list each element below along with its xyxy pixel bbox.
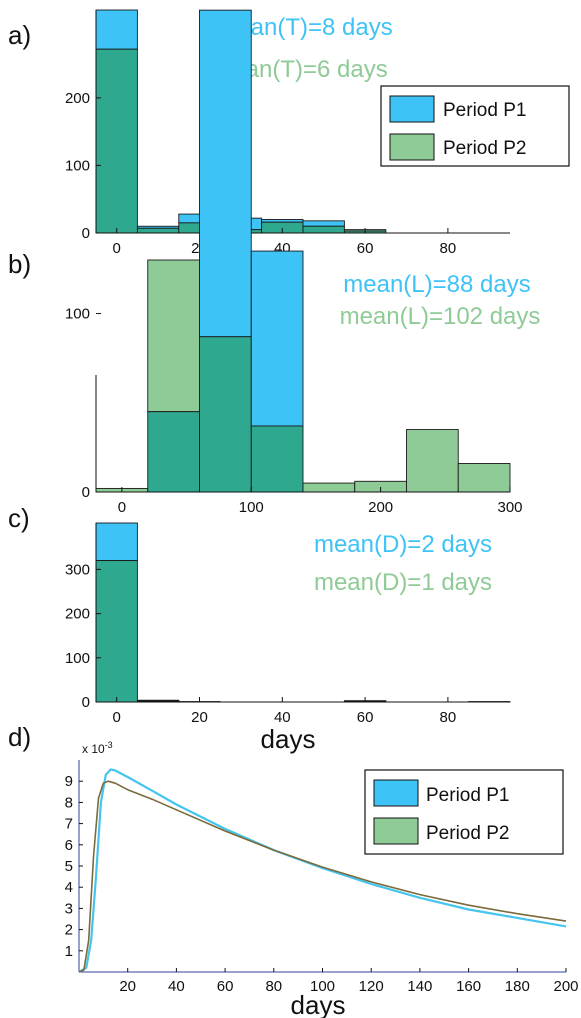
panel-c-bar-overlap-0 [95,560,138,703]
panel-a-xtick-label-4: 80 [440,240,457,257]
panel-b-xtick-label-3: 300 [497,499,522,516]
panel-d-legend: Period P1 Period P2 [364,769,564,855]
panel-d-xtick-label-2: 60 [217,978,234,995]
panel-b-letter: b) [8,249,31,279]
panel-c-letter: c) [8,503,30,533]
panel-d-scale-label: x 10-3 [82,740,113,756]
panel-d-xtick-label-0: 20 [119,978,136,995]
panel-b-mean-p2: mean(L)=102 days [340,303,541,330]
panel-b-bar-overlap-1 [147,411,200,493]
panel-b-bar-p2-1 [147,259,200,413]
panel-d-legend-p2: Period P2 [426,823,509,844]
panel-d-xtick-label-9: 200 [553,978,578,995]
panel-b-ytick-label-0: 0 [82,484,90,501]
panel-d-ytick-label-4: 5 [65,858,73,875]
panel-a-legend-swatch-p1 [389,95,435,123]
panel-a-ytick-label-2: 200 [65,90,90,107]
panel-a-ytick-label-1: 100 [65,157,90,174]
panel-d-xlabel: days [291,990,346,1018]
panel-a-xtick-label-3: 60 [357,240,374,257]
panel-c-xtick-label-0: 0 [113,709,121,726]
panel-c-ytick-label-3: 300 [65,561,90,578]
panel-d: d) 20 40 60 80 100 120 140 160 180 200 1 2 3 4 5 6 7 8 9 x… [8,722,579,1018]
panel-b-bars [95,9,511,493]
panel-b-xtick-label-0: 0 [118,499,126,516]
panel-d-letter: d) [8,722,31,752]
panel-d-legend-swatch-p1 [373,779,419,807]
panel-d-line-p1 [78,768,567,973]
panel-c-xtick-label-2: 40 [274,709,291,726]
panel-d-ytick-label-3: 4 [65,879,73,896]
panel-a-legend: Period P1 Period P2 [380,85,570,167]
panel-d-xtick-label-7: 160 [456,978,481,995]
panel-b-bar-p2-6 [406,429,459,493]
panel-c: c) 0 20 40 60 80 0 100 200 300 mean(D)=2 days me… [8,503,511,754]
panel-d-xtick-label-1: 40 [168,978,185,995]
panel-b-bar-p1-2 [199,9,252,338]
panel-d-ytick-label-0: 1 [65,943,73,960]
panel-d-ytick-label-2: 3 [65,900,73,917]
panel-c-bar-p1-0 [95,522,138,562]
panel-c-axes: 0 20 40 60 80 0 100 200 300 [65,523,510,726]
panel-b-ytick-label-1: 100 [65,306,90,323]
panel-c-mean-p1: mean(D)=2 days [314,531,492,558]
panel-a-bar-overlap-1 [136,227,180,234]
panel-a-legend-p1: Period P1 [443,100,526,121]
panel-d-ytick-label-8: 9 [65,773,73,790]
panel-d-legend-p1: Period P1 [426,785,509,806]
panel-d-xtick-label-5: 120 [359,978,384,995]
panel-b-bar-overlap-2 [199,336,252,493]
panel-d-xtick-label-8: 180 [505,978,530,995]
panel-c-mean-p2: mean(D)=1 days [314,569,492,596]
panel-d-legend-swatch-p2 [373,817,419,845]
panel-a-legend-swatch-p2 [389,133,435,161]
panel-b: b) 0 100 200 300 0 100 mean(L)=88 days mean(L… [8,9,541,516]
panel-d-ytick-label-1: 2 [65,922,73,939]
panel-a-bar-p1-5 [302,220,345,227]
panel-c-ytick-label-2: 200 [65,606,90,623]
panel-d-ytick-label-6: 7 [65,816,73,833]
panel-d-axes: 20 40 60 80 100 120 140 160 180 200 1 2 3 4 5 6 7 8 9 [65,760,579,995]
panel-b-axes: 0 100 200 300 0 100 [65,306,523,516]
panel-b-xtick-label-1: 100 [239,499,264,516]
panel-b-bar-overlap-3 [250,425,304,493]
panel-c-ytick-label-0: 0 [82,694,90,711]
panel-c-xtick-label-3: 60 [357,709,374,726]
panel-c-xtick-label-4: 80 [440,709,457,726]
panel-b-mean-p1: mean(L)=88 days [343,271,530,298]
panel-d-xtick-label-4: 100 [310,978,335,995]
panel-a-ytick-label-0: 0 [82,225,90,242]
panel-b-xtick-label-2: 200 [368,499,393,516]
panel-b-bar-p2-7 [457,462,511,493]
panel-c-ytick-label-1: 100 [65,650,90,667]
panel-d-ytick-label-5: 6 [65,837,73,854]
panel-a-bar-overlap-0 [95,48,138,234]
panel-a-legend-p2: Period P2 [443,138,526,159]
panel-c-xtick-label-1: 20 [191,709,208,726]
panel-d-xtick-label-6: 140 [407,978,432,995]
panel-a-bar-p1-0 [95,9,138,50]
panel-a-xtick-label-0: 0 [113,240,121,257]
panel-c-xlabel: days [261,724,316,754]
panel-d-lines [78,768,567,973]
panel-a-bar-overlap-5 [302,225,345,234]
panel-a-letter: a) [8,20,31,50]
panel-d-line-p2 [78,780,567,973]
panel-d-ytick-label-7: 8 [65,794,73,811]
panel-b-bar-p2-4 [302,482,356,493]
panel-b-bar-p1-3 [250,250,304,427]
panel-d-xtick-label-3: 80 [265,978,282,995]
